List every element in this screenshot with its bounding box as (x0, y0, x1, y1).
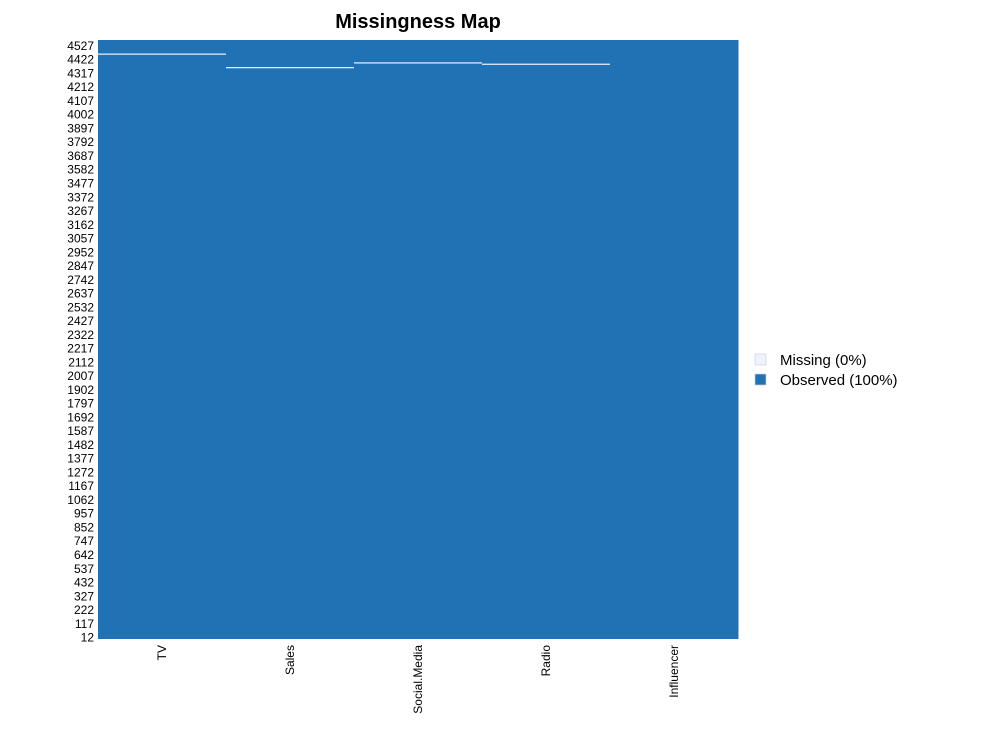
y-tick-label: 2217 (67, 342, 94, 356)
y-tick-label: 1587 (67, 424, 94, 438)
y-axis-tick-labels: 4527442243174212410740023897379236873582… (67, 39, 94, 645)
y-tick-label: 2322 (67, 328, 94, 342)
y-tick-label: 1377 (67, 452, 94, 466)
y-tick-label: 222 (74, 603, 94, 617)
y-tick-label: 1062 (67, 493, 94, 507)
x-tick-label: Sales (283, 645, 297, 675)
observed-cell-tv (98, 40, 227, 639)
y-tick-label: 2112 (68, 355, 94, 369)
observed-cell-influencer (610, 40, 739, 639)
y-tick-label: 4002 (67, 108, 94, 122)
y-tick-label: 3372 (67, 190, 94, 204)
chart-title: Missingness Map (335, 11, 501, 33)
legend-swatch (754, 353, 767, 366)
x-tick-label: Influencer (667, 645, 681, 698)
y-tick-label: 117 (75, 617, 94, 631)
y-tick-label: 3687 (67, 149, 94, 163)
heatmap-area (98, 40, 739, 639)
observed-cell-sales (226, 40, 355, 639)
y-tick-label: 852 (74, 520, 94, 534)
legend-label: Observed (100%) (780, 372, 898, 389)
y-tick-label: 3162 (67, 218, 94, 232)
y-tick-label: 2007 (67, 369, 94, 383)
y-tick-label: 4212 (67, 80, 94, 94)
y-tick-label: 4107 (67, 94, 94, 108)
missing-cell-tv (98, 53, 226, 55)
observed-cell-social-media (354, 40, 483, 639)
y-tick-label: 4317 (67, 66, 94, 80)
y-tick-label: 3477 (67, 176, 94, 190)
y-tick-label: 2742 (67, 273, 94, 287)
missing-cell-social-media (354, 62, 482, 64)
legend-label: Missing (0%) (780, 352, 867, 369)
y-tick-label: 2847 (67, 259, 94, 273)
y-tick-label: 3267 (67, 204, 94, 218)
y-tick-label: 642 (74, 548, 94, 562)
x-tick-label: Radio (539, 645, 553, 677)
y-tick-label: 432 (74, 576, 94, 590)
legend-swatch (754, 373, 767, 386)
missing-cell-sales (226, 67, 354, 69)
x-tick-label: Social.Media (411, 645, 425, 714)
y-tick-label: 1482 (67, 438, 94, 452)
legend: Missing (0%) Observed (100%) (754, 352, 898, 389)
y-tick-label: 957 (74, 507, 94, 521)
x-axis-tick-labels: TV Sales Social.Media Radio Influencer (155, 645, 681, 714)
y-tick-label: 327 (74, 589, 94, 603)
y-tick-label: 1692 (67, 410, 94, 424)
y-tick-label: 4422 (67, 53, 94, 67)
y-tick-label: 3792 (67, 135, 94, 149)
y-tick-label: 2637 (67, 287, 94, 301)
y-tick-label: 3057 (67, 232, 94, 246)
y-tick-label: 2532 (67, 300, 94, 314)
y-tick-label: 1272 (67, 465, 94, 479)
x-tick-label: TV (155, 645, 169, 660)
y-tick-label: 2427 (67, 314, 94, 328)
y-tick-label: 12 (81, 631, 95, 645)
y-tick-label: 747 (74, 534, 94, 548)
y-tick-label: 3582 (67, 163, 94, 177)
y-tick-label: 3897 (67, 121, 94, 135)
y-tick-label: 4527 (67, 39, 94, 53)
y-tick-label: 1167 (68, 479, 94, 493)
missing-cell-radio (482, 63, 610, 65)
y-tick-label: 537 (74, 562, 94, 576)
y-tick-label: 2952 (67, 245, 94, 259)
observed-cell-radio (482, 40, 611, 639)
y-tick-label: 1902 (67, 383, 94, 397)
y-tick-label: 1797 (67, 397, 94, 411)
